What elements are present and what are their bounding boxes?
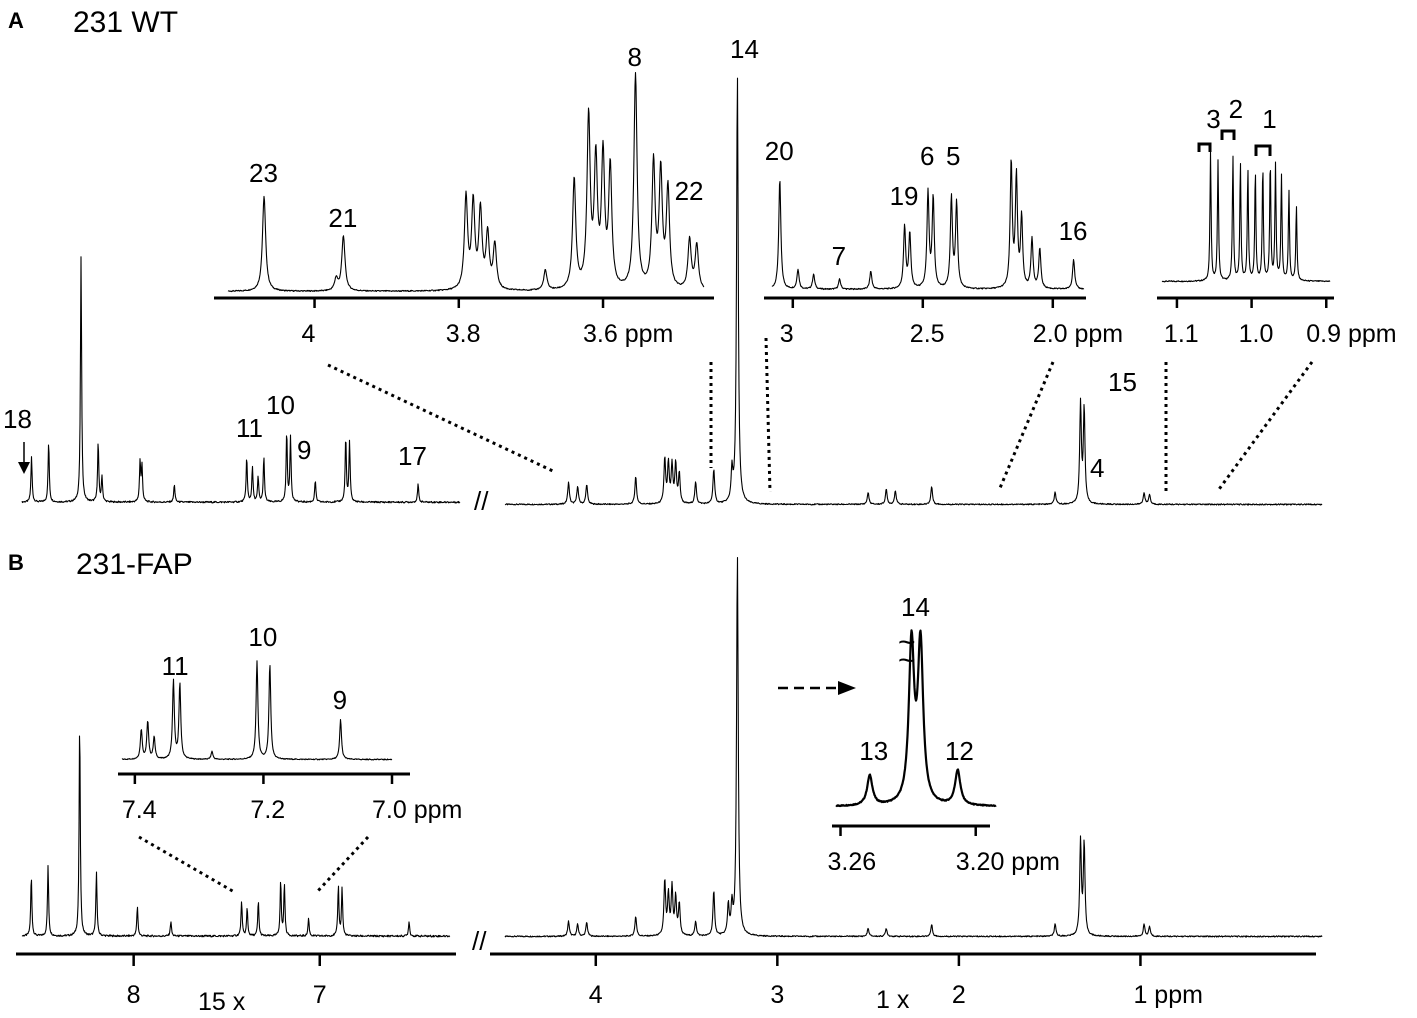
inset-a1-peak-label-22: 22 (675, 176, 704, 206)
inset-a2-peak-label-7: 7 (832, 241, 846, 271)
peak-label-14: 14 (730, 34, 759, 64)
inset-a2-peak-label-16: 16 (1059, 216, 1088, 246)
inset-a1-peak-label-8: 8 (627, 42, 641, 72)
peak-18-arrow-head (18, 462, 30, 474)
panel-a-letter: A (8, 8, 24, 33)
bracket-3 (1197, 142, 1212, 152)
panel-a-title: 231 WT (73, 6, 178, 39)
inset-b1-tick-label: 7.4 (122, 796, 157, 824)
inset-b2-spectrum (835, 629, 997, 808)
panel-b-main-tick-label: 7 (313, 981, 327, 1009)
inset-b1-peak-label-11: 11 (162, 651, 189, 681)
inset-a1-peak-label-23: 23 (249, 158, 278, 188)
bracket-2 (1220, 129, 1236, 140)
inset-a2-peak-label-6: 6 (920, 141, 934, 171)
inset-a1-spectrum (227, 71, 705, 293)
inset-a3-peak-label-1: 1 (1262, 104, 1276, 134)
inset-b2-peak-label-13: 13 (859, 736, 888, 766)
inset-b1-peak-labels: 11 10 9 (162, 622, 347, 715)
panel-b-axis-break: // (472, 926, 487, 956)
scale-label-15x: 15 x (198, 988, 246, 1016)
inset2-connector-right (998, 361, 1055, 489)
inset-a3-tick-label: 1.1 (1164, 320, 1199, 348)
inset-b1-connector-right (314, 835, 370, 895)
inset-b1-ticks: 7.4 7.2 7.0 ppm (122, 774, 462, 824)
peak-label-11: 11 (236, 413, 263, 443)
inset-a2-peak-label-20: 20 (765, 136, 794, 166)
panel-b-letter: B (8, 550, 24, 575)
inset-b2-tick-label: 3.26 (828, 848, 877, 876)
inset-b1-spectrum (121, 660, 393, 761)
inset-a1-tick-label: 3.6 ppm (583, 320, 673, 348)
panel-b-spectrum-aliphatic (504, 557, 1323, 938)
inset-a3-spectrum (1161, 151, 1331, 283)
inset-b1-peak-label-9: 9 (333, 685, 347, 715)
inset-a1-peak-labels: 23 21 8 22 (249, 42, 703, 233)
panel-a-axis-break: // (474, 486, 489, 516)
inset-a2-tick-label: 3 (780, 320, 794, 348)
peak-label-18: 18 (3, 404, 32, 434)
truncation-mark-bottom: ~ (898, 644, 916, 677)
inset-a3-peak-label-2: 2 (1229, 94, 1243, 124)
inset1-connector-left (327, 363, 556, 474)
inset-b1-tick-label: 7.0 ppm (372, 796, 462, 824)
inset-b1-tick-label: 7.2 (250, 796, 285, 824)
inset-a1-tick-label: 3.8 (446, 320, 481, 348)
inset-b2-peak-label-14: 14 (901, 592, 930, 622)
inset-a2-peak-labels: 20 7 196 5 16 (765, 136, 1088, 271)
inset-b2-ticks: 3.26 3.20 ppm (828, 826, 1060, 876)
inset-a1-ticks: 4 3.8 3.6 ppm (302, 298, 673, 348)
panel-b-main-tick-label: 1 ppm (1133, 981, 1202, 1009)
panel-b-spectrum-aromatic (21, 735, 451, 938)
inset-b1-peak-label-10: 10 (248, 622, 277, 652)
inset-a2-peak-label-19: 19 (890, 181, 919, 211)
inset-a1-tick-label: 4 (302, 320, 316, 348)
zoom-arrow-head (838, 681, 856, 695)
inset-a3-ticks: 1.1 1.0 0.9 ppm (1164, 298, 1397, 348)
inset-a3-peak-label-3: 3 (1206, 104, 1220, 134)
scale-label-1x: 1 x (876, 986, 910, 1014)
inset-b1-connector-left (138, 835, 237, 895)
inset-a2-peak-label-5: 5 (946, 141, 960, 171)
panel-b-main-tick-label: 8 (127, 981, 141, 1009)
bracket-1 (1254, 144, 1272, 156)
panel-b-title: 231-FAP (76, 548, 193, 581)
panel-b-main-tick-label: 3 (770, 981, 784, 1009)
peak-label-4: 4 (1090, 453, 1104, 483)
inset-a2-tick-label: 2.5 (910, 320, 945, 348)
panel-b-main-tick-label: 2 (952, 981, 966, 1009)
inset3-connector-right (1215, 361, 1314, 493)
truncation-mark-top: ~ (898, 626, 916, 659)
panel-a-spectrum-aliphatic (504, 77, 1323, 506)
peak-label-17: 17 (398, 441, 427, 471)
inset-a2-tick-label: 2.0 ppm (1033, 320, 1123, 348)
inset-a3-tick-label: 1.0 (1239, 320, 1274, 348)
inset-a2-spectrum (771, 159, 1085, 291)
inset-b2-peak-label-12: 12 (945, 736, 974, 766)
peak-label-15: 15 (1108, 367, 1137, 397)
inset-b2-tick-label: 3.20 ppm (956, 848, 1060, 876)
inset-a2-ticks: 3 2.5 2.0 ppm (780, 298, 1123, 348)
peak-label-9: 9 (297, 435, 311, 465)
inset2-connector-left (764, 337, 772, 493)
panel-b-main-ticks: 8 7 4 3 2 1 ppm (127, 954, 1203, 1009)
inset-b2-peak-labels: 14 13 12 (859, 592, 974, 766)
inset-a1-peak-label-21: 21 (328, 203, 357, 233)
inset-a3-tick-label: 0.9 ppm (1306, 320, 1396, 348)
panel-b-main-tick-label: 4 (589, 981, 603, 1009)
peak-label-10: 10 (266, 390, 295, 420)
panel-a-spectrum-aromatic (21, 256, 461, 504)
